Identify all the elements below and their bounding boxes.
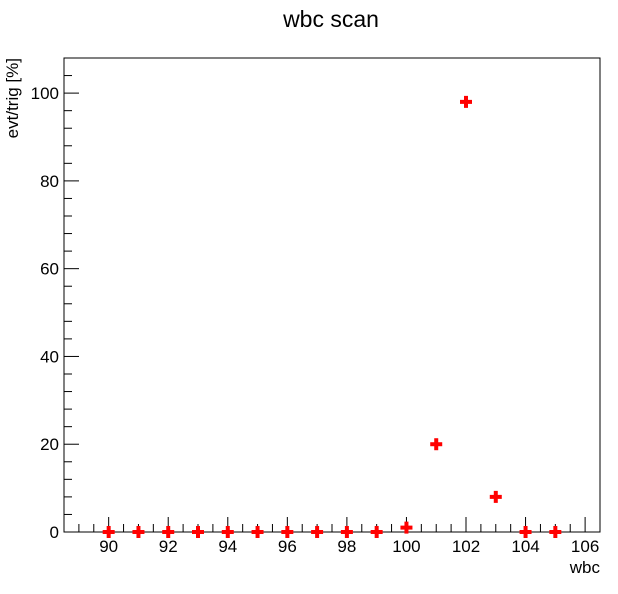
plot-frame xyxy=(63,57,601,533)
data-point xyxy=(460,95,472,108)
data-point xyxy=(311,526,324,538)
data-points xyxy=(102,95,562,538)
x-axis-label: wbc xyxy=(569,558,601,577)
data-point xyxy=(102,526,115,538)
x-tick-label: 90 xyxy=(99,537,118,556)
data-point xyxy=(162,526,175,538)
data-point xyxy=(281,526,294,538)
y-axis-ticks xyxy=(64,57,79,533)
x-axis-tick-labels: 90 92 94 96 98 100 102 104 106 xyxy=(99,537,599,556)
data-point xyxy=(370,526,383,538)
x-tick-label: 98 xyxy=(337,537,356,556)
y-axis-tick-labels: 0 20 40 60 80 100 xyxy=(31,84,59,542)
y-tick-label: 80 xyxy=(40,172,59,191)
x-tick-label: 102 xyxy=(452,537,480,556)
x-tick-label: 104 xyxy=(511,537,539,556)
x-tick-label: 106 xyxy=(571,537,599,556)
y-tick-label: 100 xyxy=(31,84,59,103)
data-point xyxy=(549,526,562,538)
y-tick-label: 60 xyxy=(40,260,59,279)
data-point xyxy=(400,521,413,534)
data-point xyxy=(430,438,443,451)
data-point xyxy=(192,526,204,538)
data-point xyxy=(519,526,532,538)
y-axis-label: evt/trig [%] xyxy=(3,58,22,138)
x-tick-label: 92 xyxy=(159,537,178,556)
y-tick-label: 0 xyxy=(50,523,59,542)
data-point xyxy=(221,526,234,538)
chart-title: wbc scan xyxy=(282,6,379,32)
data-point xyxy=(132,526,145,538)
data-point xyxy=(489,490,502,503)
x-tick-label: 94 xyxy=(218,537,237,556)
data-point xyxy=(251,526,264,538)
x-tick-label: 96 xyxy=(278,537,297,556)
data-point xyxy=(340,526,353,538)
y-tick-label: 20 xyxy=(40,435,59,454)
x-tick-label: 100 xyxy=(392,537,420,556)
y-tick-label: 40 xyxy=(40,347,59,366)
